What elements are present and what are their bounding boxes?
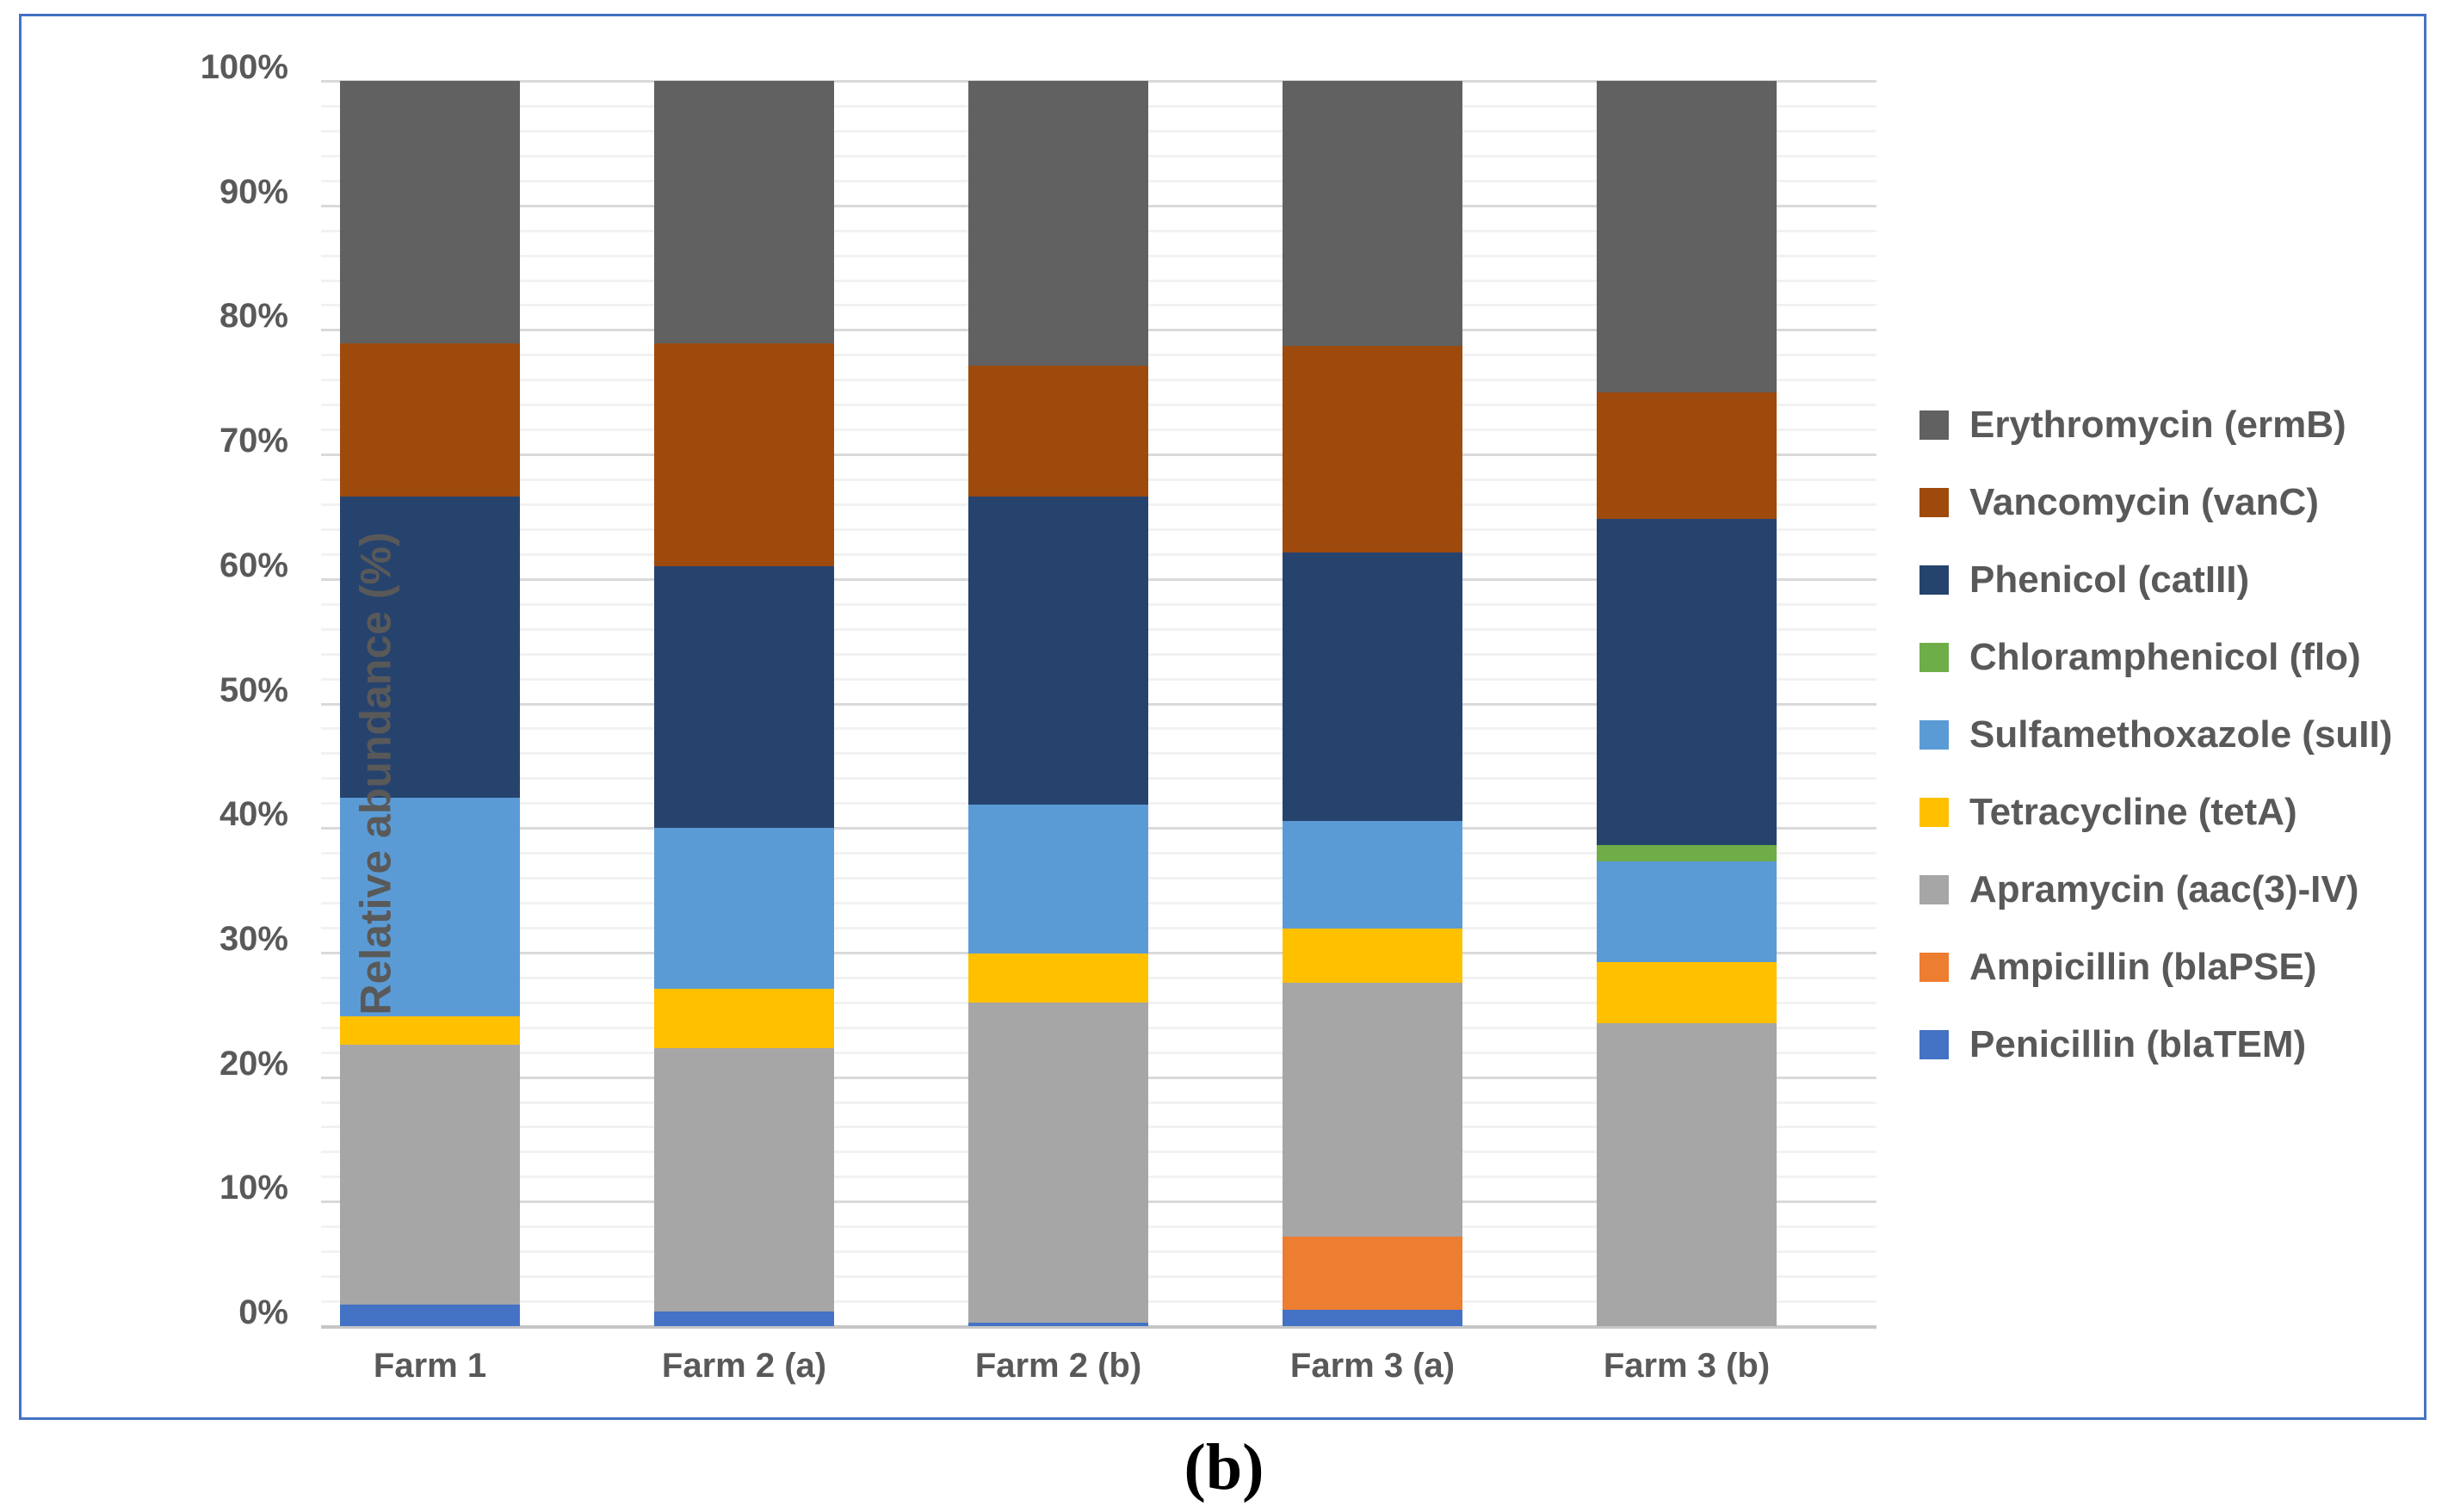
bar-segment-farm-2-a--phenicol [654, 566, 834, 829]
x-category-label-1: Farm 1 [373, 1347, 487, 1385]
x-category-label-3: Farm 2 (b) [974, 1347, 1142, 1385]
legend-swatch-phenicol [1919, 565, 1949, 595]
bar-segment-farm-3-b--chloramphenicol [1597, 845, 1777, 862]
legend-swatch-apramycin [1919, 875, 1949, 904]
legend-swatch-vancomycin [1919, 488, 1949, 517]
legend-swatch-chloramphenicol [1919, 643, 1949, 672]
legend-label-penicillin: Penicillin (blaTEM) [1969, 1023, 2307, 1065]
legend-label-phenicol: Phenicol (catIII) [1969, 559, 2250, 601]
legend-label-erythromycin: Erythromycin (ermB) [1969, 404, 2346, 446]
legend-item-apramycin: Apramycin (aac(3)-IV) [1919, 866, 2358, 914]
figure-border: Relative abundance (%) 0% 10% 20% 30% 40% 50%… [19, 14, 2426, 1420]
bar-segment-farm-2-b--phenicol [968, 497, 1148, 805]
legend-item-vancomycin: Vancomycin (vanC) [1919, 478, 2319, 527]
bar-segment-farm-3-b--apramycin [1597, 1023, 1777, 1326]
bar-segment-farm-3-a--penicillin [1283, 1310, 1462, 1326]
legend-item-phenicol: Phenicol (catIII) [1919, 556, 2249, 604]
major-gridline-0 [321, 1325, 1876, 1329]
legend-swatch-penicillin [1919, 1030, 1949, 1059]
bar-segment-farm-2-a--vancomycin [654, 343, 834, 567]
bar-segment-farm-3-b--sulfamethoxazole [1597, 861, 1777, 963]
y-tick-label-50: 50% [219, 670, 288, 709]
legend-swatch-ampicillin [1919, 953, 1949, 982]
legend-swatch-erythromycin [1919, 410, 1949, 440]
bar-segment-farm-2-b--erythromycin [968, 81, 1148, 367]
legend-label-chloramphenicol: Chloramphenicol (flo) [1969, 636, 2361, 678]
legend-item-chloramphenicol: Chloramphenicol (flo) [1919, 633, 2361, 682]
figure-caption: (b) [1184, 1431, 1264, 1503]
y-tick-label-10: 10% [219, 1169, 288, 1207]
legend-swatch-sulfamethoxazole [1919, 720, 1949, 750]
plot-area: Relative abundance (%) [321, 80, 1876, 1329]
bar-segment-farm-2-b--tetracycline [968, 953, 1148, 1003]
bar-segment-farm-1-apramycin [340, 1044, 520, 1305]
bar-segment-farm-2-b--sulfamethoxazole [968, 804, 1148, 954]
legend-item-tetracycline: Tetracycline (tetA) [1919, 788, 2297, 836]
bar-segment-farm-2-b--vancomycin [968, 366, 1148, 497]
y-axis-title: Relative abundance (%) [351, 532, 400, 1015]
legend-label-tetracycline: Tetracycline (tetA) [1969, 791, 2297, 833]
y-tick-label-30: 30% [219, 919, 288, 958]
bar-segment-farm-3-a--vancomycin [1283, 346, 1462, 553]
bar-segment-farm-3-b--vancomycin [1597, 392, 1777, 520]
legend-item-ampicillin: Ampicillin (blaPSE) [1919, 943, 2316, 991]
bar-segment-farm-2-b--penicillin [968, 1322, 1148, 1326]
bar-segment-farm-1-sulfamethoxazole [340, 798, 520, 1016]
y-tick-label-80: 80% [219, 297, 288, 336]
bar-segment-farm-2-a--penicillin [654, 1311, 834, 1326]
bar-segment-farm-2-a--tetracycline [654, 988, 834, 1049]
y-tick-label-40: 40% [219, 795, 288, 834]
bar-segment-farm-3-a--phenicol [1283, 552, 1462, 821]
y-tick-label-70: 70% [219, 422, 288, 460]
bar-segment-farm-3-a--ampicillin [1283, 1236, 1462, 1311]
legend-label-apramycin: Apramycin (aac(3)-IV) [1969, 868, 2359, 910]
bar-segment-farm-3-a--erythromycin [1283, 81, 1462, 347]
legend-label-sulfamethoxazole: Sulfamethoxazole (suII) [1969, 713, 2393, 756]
legend-label-ampicillin: Ampicillin (blaPSE) [1969, 946, 2317, 988]
bar-segment-farm-1-phenicol [340, 497, 520, 799]
x-category-label-2: Farm 2 (a) [661, 1347, 827, 1385]
bar-segment-farm-3-a--apramycin [1283, 982, 1462, 1237]
bar-segment-farm-1-vancomycin [340, 343, 520, 497]
legend-label-vancomycin: Vancomycin (vanC) [1969, 481, 2319, 523]
bar-segment-farm-2-a--sulfamethoxazole [654, 828, 834, 989]
bar-segment-farm-1-erythromycin [340, 81, 520, 344]
legend-item-erythromycin: Erythromycin (ermB) [1919, 401, 2346, 449]
bar-segment-farm-3-b--phenicol [1597, 519, 1777, 846]
bar-segment-farm-3-a--sulfamethoxazole [1283, 820, 1462, 929]
bar-segment-farm-3-b--tetracycline [1597, 962, 1777, 1024]
y-tick-label-90: 90% [219, 172, 288, 211]
bar-segment-farm-1-tetracycline [340, 1015, 520, 1045]
bar-segment-farm-3-b--erythromycin [1597, 81, 1777, 392]
legend-swatch-tetracycline [1919, 798, 1949, 827]
y-tick-label-20: 20% [219, 1044, 288, 1083]
bar-segment-farm-3-a--tetracycline [1283, 929, 1462, 983]
bar-segment-farm-2-b--apramycin [968, 1002, 1148, 1323]
x-category-label-4: Farm 3 (a) [1289, 1347, 1456, 1385]
y-tick-label-60: 60% [219, 546, 288, 584]
bar-segment-farm-2-a--apramycin [654, 1048, 834, 1311]
x-category-label-5: Farm 3 (b) [1603, 1347, 1771, 1385]
y-tick-label-0: 0% [238, 1293, 288, 1331]
bar-segment-farm-2-a--erythromycin [654, 81, 834, 344]
legend-item-sulfamethoxazole: Sulfamethoxazole (suII) [1919, 711, 2392, 759]
y-tick-label-100: 100% [200, 48, 288, 86]
legend-item-penicillin: Penicillin (blaTEM) [1919, 1021, 2306, 1069]
bar-segment-farm-1-penicillin [340, 1305, 520, 1326]
